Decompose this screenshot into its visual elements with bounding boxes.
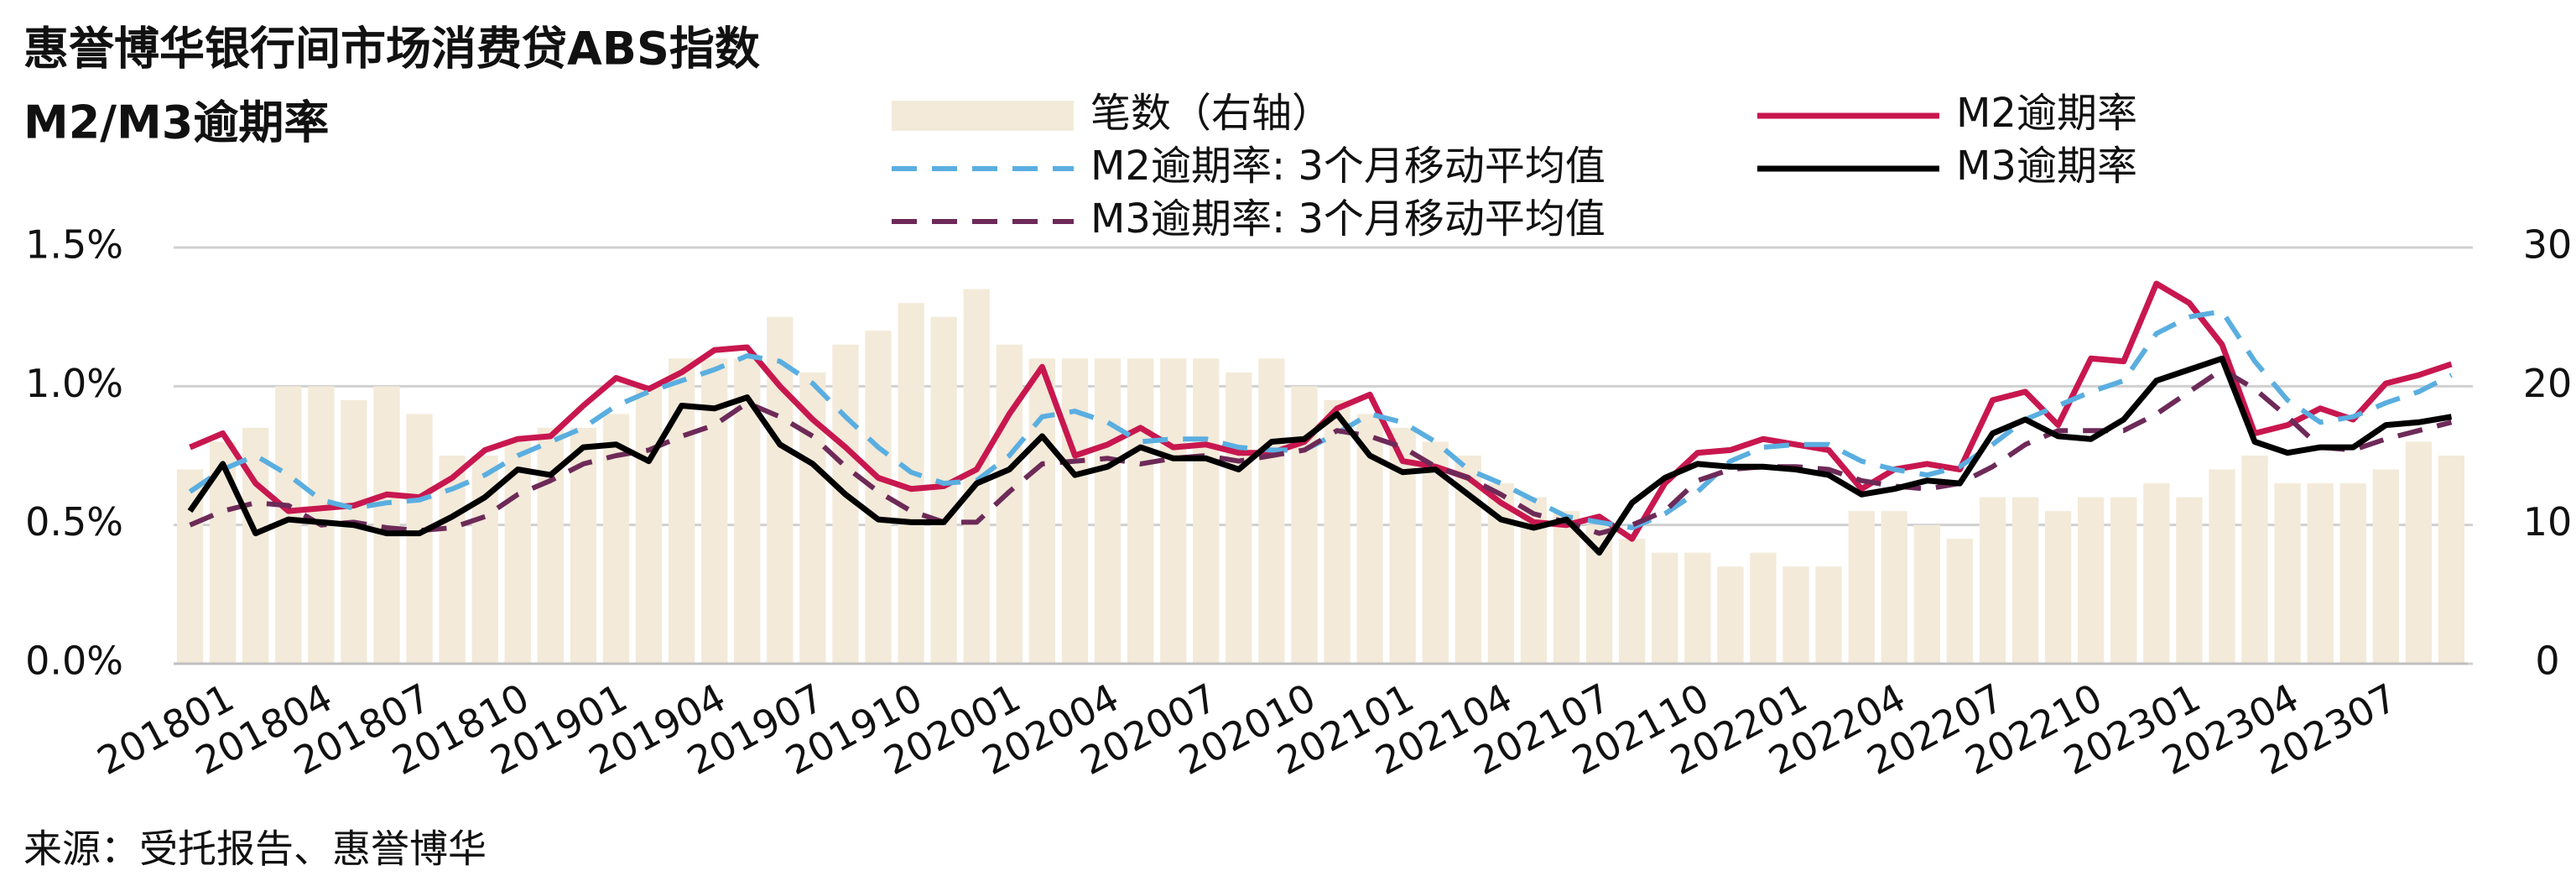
bar (341, 399, 367, 664)
bar (2143, 483, 2170, 664)
bar (373, 386, 400, 664)
bar (2110, 497, 2137, 664)
y-tick-label: 0.0% (25, 639, 123, 684)
bar (1028, 358, 1056, 664)
legend-label: M2逾期率 (1956, 90, 2137, 137)
bar (1619, 539, 1646, 664)
legend-label: M3逾期率 (1956, 143, 2137, 190)
bar (1652, 552, 1678, 664)
legend-label: M3逾期率: 3个月移动平均值 (1090, 195, 1605, 242)
bar (1684, 552, 1711, 664)
bar (2307, 483, 2334, 664)
bar (1094, 358, 1121, 664)
chart-subtitle: M2/M3逾期率 (23, 96, 329, 149)
bar (2339, 483, 2366, 664)
bar (1226, 372, 1252, 664)
bar (2209, 469, 2235, 664)
source-note: 来源：受托报告、惠誉博华 (23, 826, 487, 872)
bar (1881, 511, 1907, 664)
bar (2176, 497, 2203, 664)
y2-tick-label: 0 (2535, 639, 2559, 684)
legend-label: M2逾期率: 3个月移动平均值 (1090, 143, 1605, 190)
bar (537, 427, 564, 664)
bar (2044, 511, 2072, 664)
y-tick-label: 1.5% (25, 222, 123, 268)
y2-tick-label: 10 (2523, 499, 2573, 545)
y2-tick-label: 20 (2523, 361, 2573, 406)
bar (1291, 386, 1318, 664)
bar (1258, 358, 1285, 664)
bar (2241, 456, 2268, 664)
bar (1324, 399, 1350, 664)
bar (1160, 358, 1187, 664)
bar (406, 414, 433, 664)
bar (1193, 358, 1220, 664)
bar (2405, 441, 2433, 664)
bar (1979, 497, 2006, 664)
bar (996, 344, 1023, 664)
chart-title: 惠誉博华银行间市场消费贷ABS指数 (23, 23, 760, 76)
bar (1061, 358, 1089, 664)
y-tick-label: 0.5% (25, 499, 123, 545)
y2-tick-label: 30 (2523, 222, 2573, 268)
legend-swatch (892, 101, 1074, 131)
bar (1848, 511, 1875, 664)
bar (1913, 524, 1940, 664)
bar (1750, 552, 1777, 664)
bar (1782, 566, 1809, 664)
bar (1946, 539, 1974, 664)
dashed-line (189, 367, 2453, 536)
bar (2011, 497, 2039, 664)
bar (1815, 566, 1842, 664)
legend-label: 笔数（右轴） (1090, 90, 1332, 137)
bar (2438, 456, 2465, 664)
line (187, 355, 2453, 556)
bar (635, 386, 663, 664)
bar (1127, 358, 1154, 664)
bar (1717, 566, 1744, 664)
bar (1553, 511, 1580, 664)
y-tick-label: 1.0% (25, 361, 123, 406)
bar (2078, 497, 2105, 664)
bar (930, 316, 957, 664)
bar (2372, 469, 2399, 664)
bar (2274, 483, 2301, 664)
